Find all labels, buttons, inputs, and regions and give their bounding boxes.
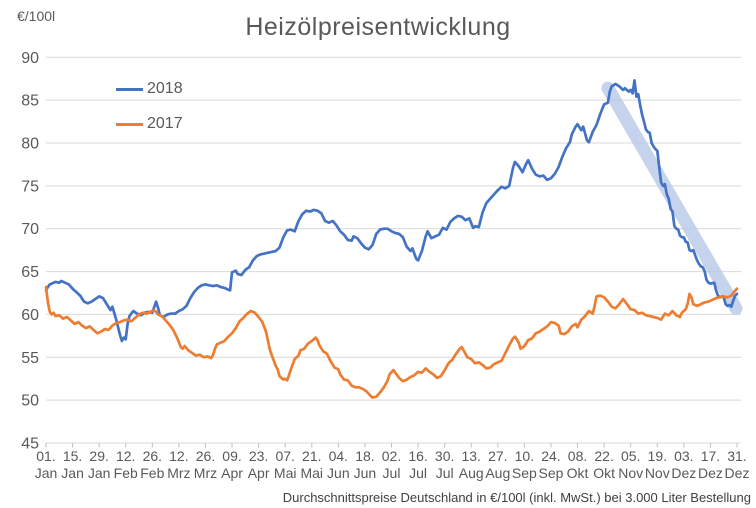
x-tick-label-month: Feb (114, 465, 138, 481)
x-tick-label-month: Sep (512, 465, 537, 481)
x-tick-label-day: 13. (461, 448, 480, 464)
x-tick-label-day: 24. (541, 448, 560, 464)
x-tick-label-month: Mai (300, 465, 323, 481)
y-tick-label: 55 (21, 350, 39, 367)
x-tick-label-day: 21. (302, 448, 321, 464)
legend-label: 2017 (147, 115, 183, 132)
x-tick-label-day: 05. (621, 448, 640, 464)
price-drop-highlight-band (601, 81, 743, 315)
series-2017-line (44, 285, 739, 399)
x-tick-label-day: 26. (196, 448, 215, 464)
x-tick-label-month: Aug (459, 465, 484, 481)
x-tick-label-day: 08. (568, 448, 587, 464)
x-tick-label-month: Nov (618, 465, 643, 481)
x-tick-label-day: 29. (89, 448, 108, 464)
y-tick-label: 85 (21, 93, 39, 110)
x-tick-label-month: Okt (567, 465, 589, 481)
x-tick-label-month: Mrz (194, 465, 217, 481)
x-tick-label-day: 12. (116, 448, 135, 464)
x-tick-label-month: Feb (140, 465, 164, 481)
x-tick-label-day: 15. (63, 448, 82, 464)
x-tick-label-day: 18. (355, 448, 374, 464)
x-tick-label-month: Jan (61, 465, 84, 481)
x-tick-label-day: 02. (382, 448, 401, 464)
x-tick-label-day: 22. (594, 448, 613, 464)
x-tick-label-day: 10. (515, 448, 534, 464)
x-tick-label-month: Jun (354, 465, 377, 481)
series-2018-line (44, 79, 739, 343)
x-tick-label-day: 07. (275, 448, 294, 464)
y-tick-label: 90 (21, 50, 39, 67)
x-tick-labels: 01.Jan15.Jan29.Jan12.Feb26.Feb12.Mrz26.M… (35, 448, 750, 481)
x-tick-label-day: 17. (701, 448, 720, 464)
x-tick-label-day: 23. (249, 448, 268, 464)
x-tick-label-day: 27. (488, 448, 507, 464)
x-tick-label-month: Nov (645, 465, 670, 481)
x-tick-label-month: Aug (485, 465, 510, 481)
y-tick-label: 80 (21, 136, 39, 153)
chart-caption: Durchschnittspreise Deutschland in €/100… (282, 490, 751, 505)
x-tick-label-day: 31. (727, 448, 746, 464)
legend-label: 2018 (147, 80, 183, 97)
x-axis-ticks (45, 443, 738, 448)
x-tick-label-month: Apr (221, 465, 243, 481)
y-tick-label: 75 (21, 178, 39, 195)
y-axis-unit-label: €/100l (17, 8, 56, 24)
x-tick-label-day: 04. (329, 448, 348, 464)
x-tick-label-month: Jan (35, 465, 58, 481)
x-tick-label-month: Dez (698, 465, 723, 481)
legend-line-swatch (116, 87, 143, 91)
x-tick-label-month: Jan (88, 465, 111, 481)
x-tick-label-day: 19. (648, 448, 667, 464)
x-tick-label-month: Apr (248, 465, 270, 481)
x-tick-label-day: 16. (408, 448, 427, 464)
page-title: Heizölpreisentwicklung (245, 13, 511, 41)
x-tick-label-month: Jul (436, 465, 454, 481)
x-tick-label-month: Mrz (167, 465, 190, 481)
x-tick-label-month: Mai (274, 465, 297, 481)
y-gridlines (46, 56, 741, 444)
y-tick-labels: 45 50 55 60 65 70 75 80 85 90 (21, 50, 39, 453)
y-tick-label: 45 (21, 436, 39, 453)
x-tick-label-month: Dez (725, 465, 750, 481)
x-tick-label-day: 03. (674, 448, 693, 464)
x-tick-label-month: Sep (539, 465, 564, 481)
legend-line-swatch (116, 122, 143, 126)
legend-item-2018: 2018 (116, 80, 183, 98)
x-tick-label-day: 12. (169, 448, 188, 464)
x-tick-label-month: Dez (671, 465, 696, 481)
x-tick-label-month: Jun (327, 465, 350, 481)
y-tick-label: 60 (21, 307, 39, 324)
y-tick-label: 70 (21, 221, 39, 238)
x-tick-label-day: 26. (143, 448, 162, 464)
x-tick-label-month: Jul (409, 465, 427, 481)
y-tick-label: 65 (21, 264, 39, 281)
chart-legend: 2018 2017 (116, 80, 183, 150)
legend-item-2017: 2017 (116, 115, 183, 133)
y-tick-label: 50 (21, 393, 39, 410)
x-tick-label-month: Jul (383, 465, 401, 481)
x-tick-label-day: 01. (36, 448, 55, 464)
x-tick-label-day: 30. (435, 448, 454, 464)
x-tick-label-month: Okt (593, 465, 615, 481)
x-tick-label-day: 09. (222, 448, 241, 464)
